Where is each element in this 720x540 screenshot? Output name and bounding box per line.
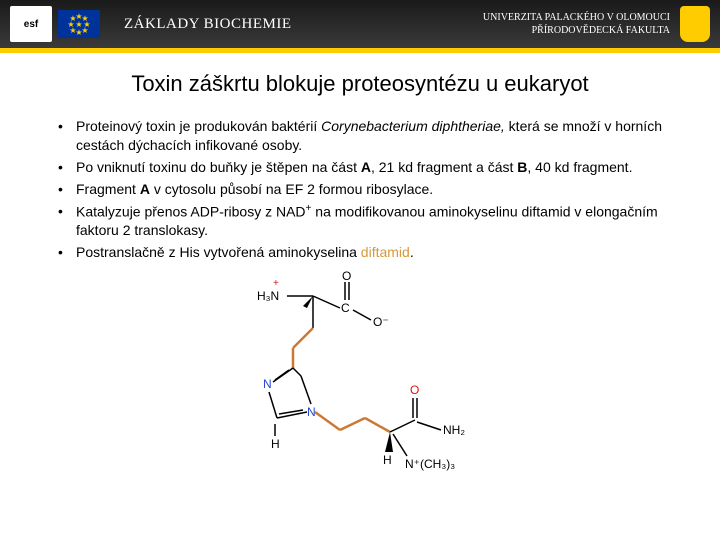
label-h3n: H₃N bbox=[257, 289, 279, 303]
label-n2: N bbox=[307, 405, 316, 419]
list-item: Katalyzuje přenos ADP-ribosy z NAD+ na m… bbox=[58, 202, 680, 240]
bullet-list: Proteinový toxin je produkován baktérií … bbox=[40, 117, 680, 262]
text: , 21 kd fragment a část bbox=[371, 159, 517, 175]
text: Po vniknutí toxinu do buňky je štěpen na… bbox=[76, 159, 361, 175]
text: , 40 kd fragment. bbox=[527, 159, 632, 175]
esf-logo: esf bbox=[10, 6, 52, 42]
label-nh2: NH₂ bbox=[443, 423, 465, 437]
text: Proteinový toxin je produkován baktérií bbox=[76, 118, 321, 134]
header-right: UNIVERZITA PALACKÉHO V OLOMOUCI PŘÍRODOV… bbox=[483, 6, 710, 42]
label-plus: + bbox=[273, 278, 279, 289]
list-item: Postranslačně z His vytvořená aminokysel… bbox=[58, 243, 680, 262]
list-item: Po vniknutí toxinu do buňky je štěpen na… bbox=[58, 158, 680, 177]
label-o-minus: O⁻ bbox=[373, 315, 389, 329]
slide-title: Toxin záškrtu blokuje proteosyntézu u eu… bbox=[40, 71, 680, 97]
bold-text: A bbox=[140, 181, 150, 197]
list-item: Proteinový toxin je produkován baktérií … bbox=[58, 117, 680, 155]
bold-text: A bbox=[361, 159, 371, 175]
label-c: C bbox=[341, 301, 350, 315]
university-text: UNIVERZITA PALACKÉHO V OLOMOUCI PŘÍRODOV… bbox=[483, 11, 670, 37]
header-left: esf ZÁKLADY BIOCHEMIE bbox=[10, 6, 292, 42]
label-o-right: O bbox=[410, 383, 419, 397]
label-n1: N bbox=[263, 377, 272, 391]
header-bar: esf ZÁKLADY BIOCHEMIE UNIVERZITA PALACKÉ… bbox=[0, 0, 720, 48]
bold-text: B bbox=[517, 159, 527, 175]
italic-text: Corynebacterium diphtheriae, bbox=[321, 118, 505, 134]
university-logo-icon bbox=[680, 6, 710, 42]
text: Fragment bbox=[76, 181, 140, 197]
text: . bbox=[410, 244, 414, 260]
text: Postranslačně z His vytvořená aminokysel… bbox=[76, 244, 361, 260]
eu-flag-icon bbox=[58, 10, 100, 38]
uni-line1: UNIVERZITA PALACKÉHO V OLOMOUCI bbox=[483, 11, 670, 24]
molecule-diagram: H₃N + C O O⁻ N N bbox=[245, 270, 475, 480]
label-h-bottom: H bbox=[383, 453, 392, 467]
highlight-text: diftamid bbox=[361, 244, 410, 260]
header-title: ZÁKLADY BIOCHEMIE bbox=[124, 16, 292, 33]
label-nplus: N⁺(CH₃)₃ bbox=[405, 457, 455, 471]
list-item: Fragment A v cytosolu působí na EF 2 for… bbox=[58, 180, 680, 199]
label-o-top: O bbox=[342, 270, 351, 283]
text: v cytosolu působí na EF 2 formou ribosyl… bbox=[150, 181, 433, 197]
uni-line2: PŘÍRODOVĚDECKÁ FAKULTA bbox=[483, 24, 670, 37]
label-h: H bbox=[271, 437, 280, 451]
slide-content: Toxin záškrtu blokuje proteosyntézu u eu… bbox=[0, 53, 720, 490]
text: Katalyzuje přenos ADP-ribosy z NAD bbox=[76, 203, 306, 219]
